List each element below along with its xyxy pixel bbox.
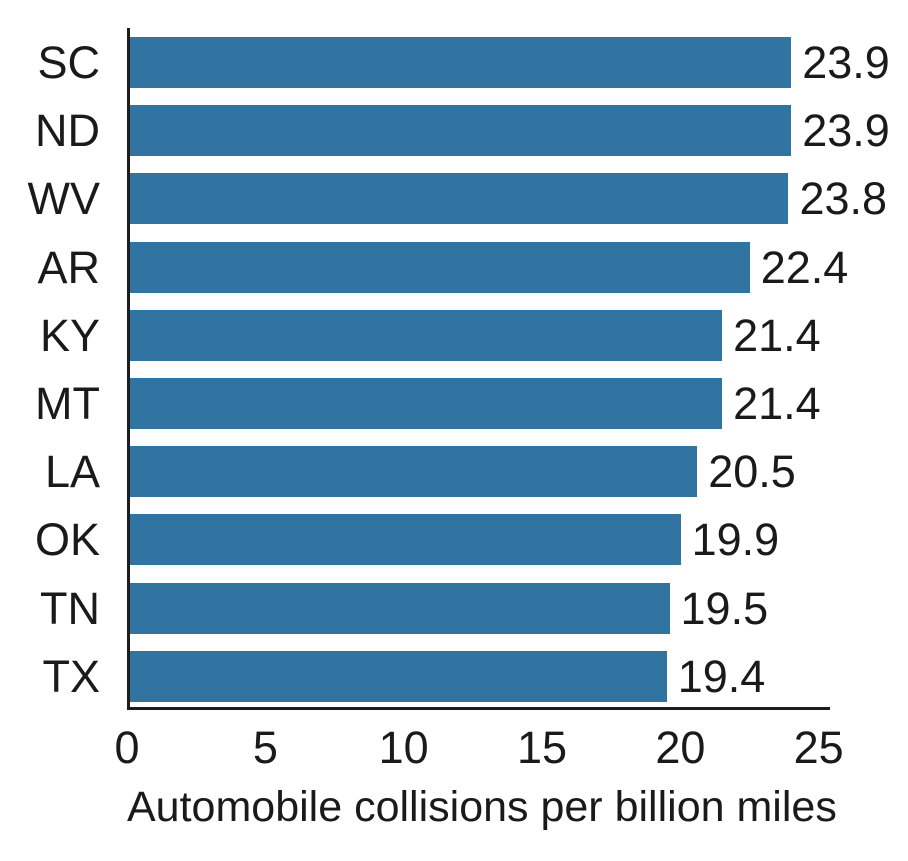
x-tick-label-15: 15 (516, 722, 568, 773)
bar-tx (130, 650, 667, 702)
bar-value-label: 19.9 (691, 514, 780, 566)
bar-row: 23.9 (130, 37, 890, 88)
x-tick-label-25: 25 (793, 722, 844, 773)
x-axis-label: Automobile collisions per billion miles (127, 783, 837, 831)
category-label-ar: AR (37, 241, 100, 293)
x-tick-label-5: 5 (252, 722, 278, 773)
bar-row: 19.4 (130, 650, 830, 702)
category-label-nd: ND (35, 105, 100, 157)
bar-row: 23.8 (130, 173, 887, 225)
bar-ky (130, 309, 723, 361)
category-label-wv: WV (27, 173, 101, 225)
bar-row: 21.4 (130, 309, 830, 361)
plot-area: 23.9 23.9 23.8 22.4 21.4 21.4 20.5 19.9 19.5 19.4 (127, 28, 890, 710)
category-label-ok: OK (34, 514, 100, 566)
bar-row: 19.5 (130, 582, 830, 634)
category-label-la: LA (44, 446, 100, 498)
category-label-tn: TN (40, 582, 100, 634)
category-label-tx: TX (42, 650, 100, 702)
bar-value-label: 19.4 (677, 650, 766, 702)
bar-value-label: 23.9 (802, 37, 890, 88)
bar-row: 20.5 (130, 446, 830, 498)
bar-la (130, 446, 698, 498)
bar-row: 22.4 (130, 241, 848, 293)
bar-tn (130, 582, 670, 634)
bar-value-label: 23.9 (802, 105, 890, 157)
bar-ok (130, 514, 681, 566)
bar-nd (130, 105, 792, 157)
bar-value-label: 21.4 (733, 378, 821, 429)
bar-row: 19.9 (130, 514, 830, 566)
category-label-ky: KY (39, 309, 100, 361)
bar-ar (130, 241, 750, 293)
bar-wv (130, 173, 789, 225)
category-label-mt: MT (35, 378, 100, 429)
bar-sc (130, 37, 792, 88)
bar-mt (130, 378, 723, 429)
x-tick-label-20: 20 (655, 722, 706, 773)
bar-value-label: 22.4 (760, 241, 849, 293)
category-label-sc: SC (37, 37, 100, 88)
bar-value-label: 21.4 (733, 309, 821, 361)
bar-value-label: 20.5 (708, 446, 796, 498)
bar-value-label: 23.8 (799, 173, 888, 225)
x-tick-label-0: 0 (114, 722, 140, 773)
x-tick-label-10: 10 (378, 722, 429, 773)
bar-value-label: 19.5 (680, 582, 769, 634)
bar-row: 21.4 (130, 378, 830, 429)
bar-row: 23.9 (130, 105, 890, 157)
